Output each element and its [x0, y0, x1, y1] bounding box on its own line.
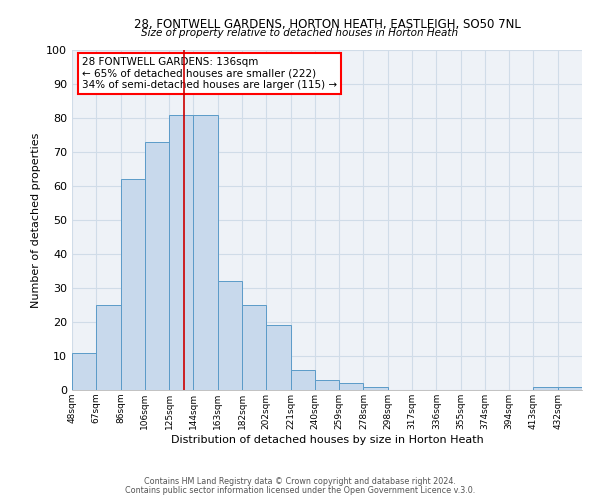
Y-axis label: Number of detached properties: Number of detached properties	[31, 132, 41, 308]
Bar	[364, 386, 388, 390]
Title: 28, FONTWELL GARDENS, HORTON HEATH, EASTLEIGH, SO50 7NL: 28, FONTWELL GARDENS, HORTON HEATH, EAST…	[134, 18, 520, 31]
Bar	[72, 352, 96, 390]
Bar	[266, 326, 290, 390]
Bar	[290, 370, 315, 390]
Bar	[121, 179, 145, 390]
Text: Size of property relative to detached houses in Horton Heath: Size of property relative to detached ho…	[142, 28, 458, 38]
Text: Contains public sector information licensed under the Open Government Licence v.: Contains public sector information licen…	[125, 486, 475, 495]
Bar	[558, 386, 582, 390]
Bar	[339, 383, 364, 390]
Bar	[218, 281, 242, 390]
Text: Contains HM Land Registry data © Crown copyright and database right 2024.: Contains HM Land Registry data © Crown c…	[144, 477, 456, 486]
Text: 28 FONTWELL GARDENS: 136sqm
← 65% of detached houses are smaller (222)
34% of se: 28 FONTWELL GARDENS: 136sqm ← 65% of det…	[82, 57, 337, 90]
Bar	[242, 305, 266, 390]
X-axis label: Distribution of detached houses by size in Horton Heath: Distribution of detached houses by size …	[170, 434, 484, 444]
Bar	[315, 380, 339, 390]
Bar	[169, 114, 193, 390]
Bar	[533, 386, 558, 390]
Bar	[193, 114, 218, 390]
Bar	[145, 142, 169, 390]
Bar	[96, 305, 121, 390]
